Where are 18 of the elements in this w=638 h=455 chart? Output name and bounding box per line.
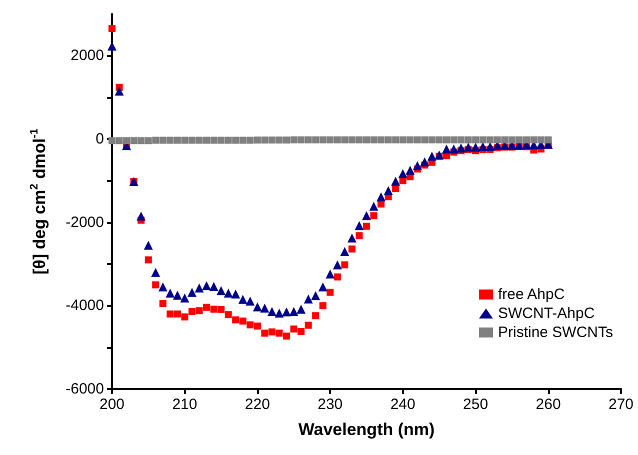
y-tick-label: -2000: [66, 214, 104, 231]
legend-label: free AhpC: [498, 286, 565, 303]
x-tick-label: 220: [244, 396, 270, 413]
y-tick-label: -6000: [66, 380, 104, 398]
x-tick-label: 250: [463, 396, 488, 413]
legend-label: SWCNT-AhpC: [498, 305, 595, 322]
y-tick-label: 0: [96, 130, 104, 148]
x-tick-label: 270: [608, 396, 634, 413]
y-tick-label: 2000: [70, 47, 104, 64]
y-axis-title: [θ] deg cm2 dmol-1: [28, 128, 49, 274]
x-tick-label: 260: [536, 396, 561, 413]
legend-label: Pristine SWCNTs: [498, 324, 614, 341]
x-tick-label: 240: [390, 396, 416, 413]
x-tick-label: 230: [318, 396, 343, 413]
x-tick-label: 210: [172, 396, 198, 413]
x-tick-label: 200: [99, 396, 125, 413]
x-axis-title: Wavelength (nm): [298, 420, 435, 439]
y-tick-label: -4000: [66, 297, 104, 314]
